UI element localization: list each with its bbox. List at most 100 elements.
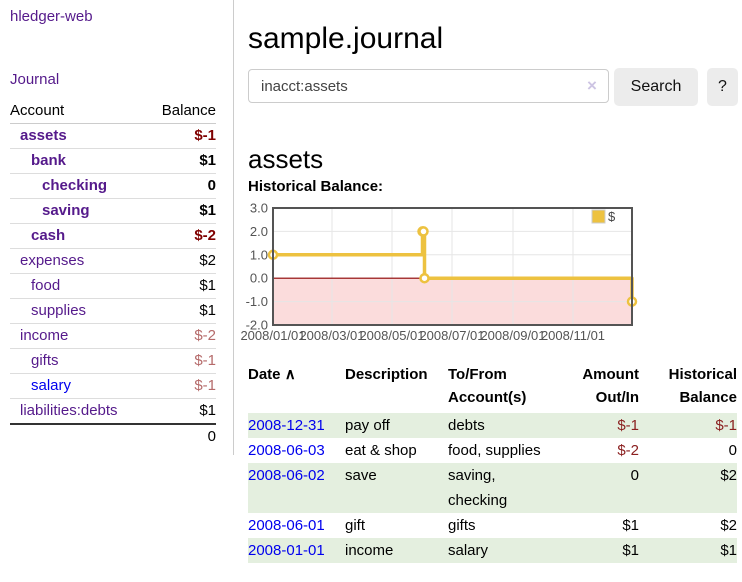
transaction-date-link[interactable]: 2008-06-03: [248, 442, 325, 459]
x-tick-label: 2008/07/01: [419, 328, 484, 343]
sidebar-item-journal[interactable]: Journal: [10, 71, 60, 88]
account-balance: $1: [146, 298, 216, 324]
register-cell-amount: $1: [622, 517, 639, 534]
register-table: Date ∧ Description To/From Account(s) Am…: [248, 361, 737, 563]
x-tick-label: 2008/03/01: [299, 328, 364, 343]
sidebar-account-link[interactable]: checking: [42, 177, 108, 194]
app-title-link[interactable]: hledger-web: [10, 8, 93, 25]
y-tick-label: 1.0: [250, 247, 268, 262]
y-tick-label: 2.0: [250, 224, 268, 239]
account-row: bank $1: [10, 148, 216, 174]
account-row: food $1: [10, 273, 216, 299]
sidebar-account-link[interactable]: salary: [31, 377, 72, 394]
clear-search-icon[interactable]: ×: [587, 76, 597, 95]
account-balance: $1: [146, 398, 216, 425]
accounts-total-spacer: [10, 423, 147, 449]
register-cell-accounts: saving, checking: [448, 463, 562, 513]
register-cell-date: 2008-06-02: [248, 463, 345, 513]
register-cell-description: eat & shop: [345, 442, 417, 459]
legend-label: $: [608, 209, 616, 224]
account-balance: $-2: [146, 223, 216, 249]
register-row: 2008-06-01 gift gifts $1 $2: [248, 513, 737, 538]
register-header-date: Date ∧: [248, 361, 345, 413]
account-row: cash $-2: [10, 223, 216, 249]
sidebar-account-link[interactable]: cash: [31, 227, 66, 244]
x-tick-label: 2008/05/01: [359, 328, 424, 343]
account-balance: $2: [146, 248, 216, 274]
sidebar-account-link[interactable]: food: [31, 277, 61, 294]
register-cell-date: 2008-12-31: [248, 413, 345, 438]
accounts-total-row: 0: [10, 423, 216, 449]
historical-balance-chart: $3.0 2.0 1.0 0.0 -1.0 -2.02008/01/012008/03/0…: [240, 201, 638, 343]
sidebar-account-link[interactable]: assets: [20, 127, 67, 144]
register-cell-balance: $2: [720, 517, 737, 534]
sidebar-account-link[interactable]: supplies: [31, 302, 87, 319]
transaction-date-link[interactable]: 2008-12-31: [248, 417, 325, 434]
account-balance: $1: [146, 148, 216, 174]
account-heading: assets: [248, 143, 324, 174]
sidebar: hledger-web Journal Account Balance asse…: [0, 0, 234, 455]
y-tick-label: -1.0: [246, 294, 268, 309]
register-cell-description: pay off: [345, 413, 448, 438]
account-row: salary $-1: [10, 373, 216, 399]
register-cell-balance: $2: [639, 463, 737, 513]
sidebar-account-link[interactable]: saving: [42, 202, 90, 219]
account-balance: 0: [146, 173, 216, 199]
sidebar-account-link[interactable]: expenses: [20, 252, 85, 269]
x-tick-label: 2008/09/01: [480, 328, 545, 343]
account-row: gifts $-1: [10, 348, 216, 374]
account-row: saving $1: [10, 198, 216, 224]
register-cell-balance: $1: [639, 538, 737, 563]
register-cell-accounts: salary: [448, 538, 562, 563]
register-cell-balance: 0: [728, 442, 737, 459]
page-title: sample.journal: [248, 22, 444, 56]
account-row: expenses $2: [10, 248, 216, 274]
register-header-amount: Amount Out/In: [582, 366, 639, 406]
sort-ascending-icon: ∧: [284, 366, 296, 383]
sidebar-account-link[interactable]: liabilities:debts: [20, 402, 118, 419]
register-header-accounts: To/From Account(s): [448, 366, 527, 406]
help-button[interactable]: ?: [707, 68, 738, 106]
account-balance: $-1: [146, 348, 216, 374]
register-cell-amount: $1: [562, 538, 639, 563]
search-button[interactable]: Search: [614, 68, 698, 106]
register-cell-amount: 0: [562, 463, 639, 513]
register-header-row: Date ∧ Description To/From Account(s) Am…: [248, 361, 737, 413]
register-row: 2008-01-01 income salary $1 $1: [248, 538, 737, 563]
x-tick-label: 2008/01/01: [240, 328, 305, 343]
transaction-date-link[interactable]: 2008-06-02: [248, 467, 325, 484]
register-row: 2008-06-02 save saving, checking 0 $2: [248, 463, 737, 513]
date-sort-link[interactable]: Date ∧: [248, 366, 296, 383]
register-cell-description: save: [345, 463, 448, 513]
plot-border: [272, 207, 633, 326]
account-row: income $-2: [10, 323, 216, 349]
register-cell-amount: $-2: [617, 442, 639, 459]
account-balance: $-2: [146, 323, 216, 349]
register-header-description: Description: [345, 366, 428, 383]
register-row: 2008-12-31 pay off debts $-1 $-1: [248, 413, 737, 438]
data-point: [418, 226, 429, 237]
y-tick-label: 0.0: [250, 271, 268, 286]
data-point: [419, 272, 430, 284]
sidebar-account-link[interactable]: bank: [31, 152, 67, 169]
account-row: liabilities:debts $1: [10, 398, 216, 425]
sidebar-account-link[interactable]: income: [20, 327, 69, 344]
accounts-table: Account Balance assets $-1 bank $1 checking 0…: [10, 100, 216, 449]
account-balance: $1: [146, 198, 216, 224]
accounts-header-balance: Balance: [146, 100, 216, 124]
register-cell-balance: $-1: [639, 413, 737, 438]
transaction-date-link[interactable]: 2008-01-01: [248, 542, 325, 559]
register-cell-description: gift: [345, 517, 366, 534]
sidebar-account-link[interactable]: gifts: [31, 352, 59, 369]
y-tick-label: -2.0: [246, 318, 268, 333]
register-cell-description: income: [345, 538, 448, 563]
register-header-balance: Historical Balance: [668, 366, 737, 406]
transaction-date-link[interactable]: 2008-06-01: [248, 517, 325, 534]
account-balance: $-1: [146, 373, 216, 399]
register-cell-date: 2008-06-01: [248, 513, 345, 538]
register-cell-amount: $-1: [562, 413, 639, 438]
register-cell-accounts: gifts: [448, 517, 476, 534]
register-cell-accounts: food, supplies: [448, 442, 541, 459]
search-input[interactable]: [248, 69, 609, 103]
accounts-header-account: Account: [10, 100, 147, 124]
